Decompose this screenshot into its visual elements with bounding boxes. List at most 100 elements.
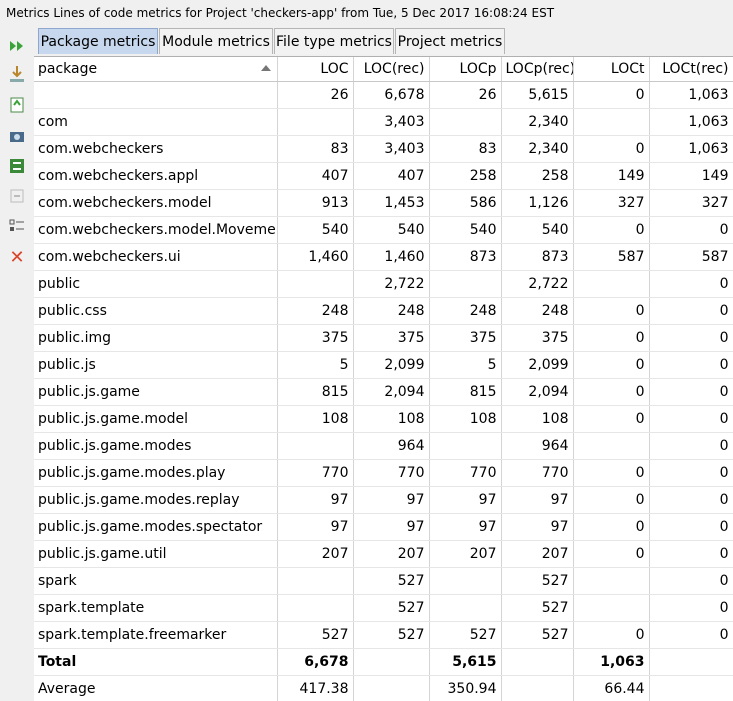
total-row[interactable]: Total 6,678 5,615 1,063: [34, 648, 733, 676]
metrics-table-container: package LOC LOC(rec) LOCp LOCp(rec) LOCt…: [34, 56, 733, 701]
value-cell: 770: [277, 459, 354, 487]
package-cell: public.js.game.modes.spectator: [34, 513, 278, 541]
value-cell: [353, 648, 430, 676]
value-cell: 5: [429, 351, 502, 379]
tab-project-metrics[interactable]: Project metrics: [395, 28, 505, 54]
value-cell: 0: [649, 216, 733, 244]
column-header-loc[interactable]: LOC: [277, 57, 354, 82]
table-row[interactable]: spark.template 527 527 0: [34, 594, 733, 622]
value-cell: 407: [277, 162, 354, 190]
value-cell: [429, 270, 502, 298]
column-header-locp-rec[interactable]: LOCp(rec): [501, 57, 574, 82]
column-header-package[interactable]: package: [34, 57, 278, 82]
value-cell: 83: [277, 135, 354, 163]
value-cell: 2,094: [353, 378, 430, 406]
package-cell: public.js.game.model: [34, 405, 278, 433]
tab-package-metrics[interactable]: Package metrics: [38, 28, 158, 54]
value-cell: 97: [501, 513, 574, 541]
compare-icon[interactable]: [7, 156, 27, 176]
value-cell: 0: [573, 405, 650, 433]
package-cell: com.webcheckers.ui: [34, 243, 278, 271]
value-cell: 1,063: [649, 108, 733, 136]
value-cell: [429, 594, 502, 622]
package-cell: public.js.game.modes.replay: [34, 486, 278, 514]
settings-icon[interactable]: [7, 216, 27, 236]
value-cell: 5,615: [501, 81, 574, 109]
value-cell: 964: [353, 432, 430, 460]
run-icon[interactable]: [7, 36, 27, 56]
table-row[interactable]: public.js 5 2,099 5 2,099 0 0: [34, 351, 733, 379]
value-cell: 587: [573, 243, 650, 271]
value-cell: 527: [501, 594, 574, 622]
table-row[interactable]: public.img 375 375 375 375 0 0: [34, 324, 733, 352]
value-cell: [429, 432, 502, 460]
package-cell: spark.template.freemarker: [34, 621, 278, 649]
value-cell: 108: [501, 405, 574, 433]
value-cell: 0: [649, 594, 733, 622]
value-cell: 207: [277, 540, 354, 568]
package-cell: com.webcheckers.model: [34, 189, 278, 217]
table-row[interactable]: spark.template.freemarker 527 527 527 527 0 0: [34, 621, 733, 649]
table-header: package LOC LOC(rec) LOCp LOCp(rec) LOCt…: [34, 57, 733, 82]
value-cell: 3,403: [353, 108, 430, 136]
package-cell: public.js: [34, 351, 278, 379]
export-icon[interactable]: [7, 94, 27, 114]
close-icon[interactable]: ✕: [9, 247, 25, 268]
value-cell: 248: [277, 297, 354, 325]
table-row[interactable]: com.webcheckers.model.Movement 540 540 540 5…: [34, 216, 733, 244]
value-cell: 108: [353, 405, 430, 433]
table-row[interactable]: public 2,722 2,722 0: [34, 270, 733, 298]
column-header-loct-rec[interactable]: LOCt(rec): [649, 57, 733, 82]
value-cell: 407: [353, 162, 430, 190]
column-header-loc-rec[interactable]: LOC(rec): [353, 57, 430, 82]
table-row[interactable]: 26 6,678 26 5,615 0 1,063: [34, 81, 733, 109]
value-cell: 97: [353, 486, 430, 514]
diff-icon[interactable]: [7, 186, 27, 206]
sort-ascending-icon: [260, 65, 271, 71]
package-cell: public.js.game.util: [34, 540, 278, 568]
value-cell: 1,126: [501, 189, 574, 217]
table-row[interactable]: spark 527 527 0: [34, 567, 733, 595]
table-row[interactable]: com.webcheckers 83 3,403 83 2,340 0 1,063: [34, 135, 733, 163]
value-cell: 258: [501, 162, 574, 190]
value-cell: 3,403: [353, 135, 430, 163]
table-row[interactable]: public.css 248 248 248 248 0 0: [34, 297, 733, 325]
column-header-locp[interactable]: LOCp: [429, 57, 502, 82]
value-cell: 527: [353, 594, 430, 622]
value-cell: 375: [501, 324, 574, 352]
import-icon[interactable]: [7, 64, 27, 84]
table-row[interactable]: com 3,403 2,340 1,063: [34, 108, 733, 136]
table-row[interactable]: public.js.game.modes.replay 97 97 97 97 0 0: [34, 486, 733, 514]
table-row[interactable]: public.js.game.util 207 207 207 207 0 0: [34, 540, 733, 568]
tab-file-type-metrics[interactable]: File type metrics: [274, 28, 394, 54]
average-row[interactable]: Average 417.38 350.94 66.44: [34, 675, 733, 701]
column-header-loct[interactable]: LOCt: [573, 57, 650, 82]
table-row[interactable]: com.webcheckers.ui 1,460 1,460 873 873 587 587: [34, 243, 733, 271]
value-cell: 964: [501, 432, 574, 460]
tab-module-metrics[interactable]: Module metrics: [159, 28, 273, 54]
table-row[interactable]: public.js.game 815 2,094 815 2,094 0 0: [34, 378, 733, 406]
value-cell: 97: [353, 513, 430, 541]
package-cell: com: [34, 108, 278, 136]
metrics-table: package LOC LOC(rec) LOCp LOCp(rec) LOCt…: [34, 57, 733, 701]
value-cell: [277, 594, 354, 622]
table-row[interactable]: public.js.game.model 108 108 108 108 0 0: [34, 405, 733, 433]
value-cell: 0: [573, 135, 650, 163]
table-row[interactable]: com.webcheckers.appl 407 407 258 258 149 149: [34, 162, 733, 190]
value-cell: 97: [501, 486, 574, 514]
value-cell: 0: [649, 378, 733, 406]
value-cell: 2,722: [353, 270, 430, 298]
value-cell: 149: [573, 162, 650, 190]
value-cell: 258: [429, 162, 502, 190]
value-cell: 375: [277, 324, 354, 352]
snapshot-icon[interactable]: [7, 126, 27, 146]
table-row[interactable]: com.webcheckers.model 913 1,453 586 1,126 327…: [34, 189, 733, 217]
value-cell: 248: [501, 297, 574, 325]
value-cell: 97: [277, 486, 354, 514]
table-row[interactable]: public.js.game.modes.spectator 97 97 97 97 0 0: [34, 513, 733, 541]
value-cell: 0: [649, 432, 733, 460]
package-cell: spark: [34, 567, 278, 595]
value-cell: 815: [277, 378, 354, 406]
table-row[interactable]: public.js.game.modes 964 964 0: [34, 432, 733, 460]
table-row[interactable]: public.js.game.modes.play 770 770 770 770 0 0: [34, 459, 733, 487]
